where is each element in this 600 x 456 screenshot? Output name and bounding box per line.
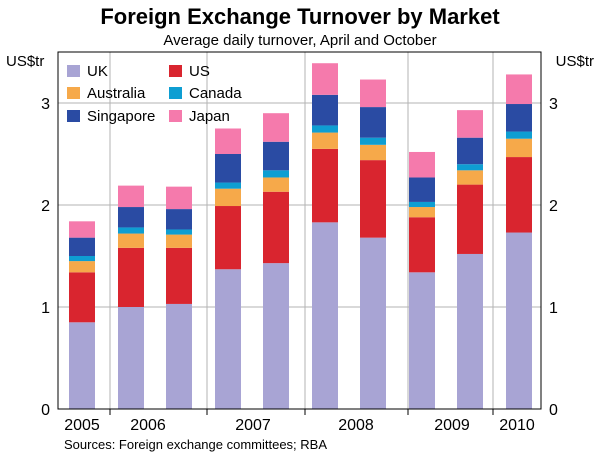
bar-uk-2007-04	[215, 269, 241, 409]
bar-australia-2008-04	[312, 132, 338, 149]
legend-swatch-canada	[169, 87, 182, 99]
bar-uk-2009-10	[457, 253, 483, 409]
legend-swatch-japan	[169, 110, 182, 122]
bar-us-2007-10	[263, 191, 289, 264]
bar-singapore-2006-10	[166, 209, 192, 230]
bar-canada-2009-10	[457, 164, 483, 171]
bars	[69, 63, 532, 409]
legend-label-us: US	[189, 63, 210, 80]
chart-subtitle: Average daily turnover, April and Octobe…	[163, 32, 436, 49]
y-tick-right-3: 3	[549, 96, 558, 113]
bar-uk-2007-10	[263, 263, 289, 409]
bar-japan-2005-10	[69, 221, 95, 238]
legend-label-japan: Japan	[189, 108, 230, 125]
axis-ticks: 0 0 1 1 2 2 3 3 2005 2006 2007 2008 2009 2010	[41, 96, 558, 434]
source-note: Sources: Foreign exchange committees; RB…	[64, 437, 327, 452]
bar-singapore-2006-04	[118, 207, 144, 228]
bar-uk-2008-10	[360, 237, 386, 409]
bar-us-2006-10	[166, 247, 192, 304]
bar-japan-2006-04	[118, 185, 144, 208]
bar-us-2008-04	[312, 148, 338, 223]
plot-border	[57, 51, 542, 410]
bar-singapore-2005-10	[69, 237, 95, 256]
bar-australia-2010-04	[506, 138, 532, 158]
y-tick-left-0: 0	[41, 402, 50, 419]
x-tick-label-2007: 2007	[235, 417, 271, 434]
bar-singapore-2007-04	[215, 154, 241, 183]
legend: UK US Australia Canada Singapore Japan	[67, 63, 242, 125]
x-tick-label-2006: 2006	[130, 417, 166, 434]
x-tick-label-2005: 2005	[64, 417, 100, 434]
bar-us-2008-10	[360, 160, 386, 238]
y-tick-right-2: 2	[549, 198, 558, 215]
bar-japan-2010-04	[506, 74, 532, 105]
bar-singapore-2007-10	[263, 141, 289, 171]
bar-uk-2010-04	[506, 232, 532, 409]
bar-uk-2009-04	[409, 272, 435, 409]
bar-japan-2008-04	[312, 63, 338, 95]
bar-uk-2008-04	[312, 222, 338, 409]
bar-singapore-2008-04	[312, 94, 338, 126]
bar-australia-2005-10	[69, 261, 95, 273]
x-tick-label-2009: 2009	[434, 417, 470, 434]
bar-japan-2007-04	[215, 128, 241, 154]
bar-singapore-2009-10	[457, 137, 483, 165]
legend-swatch-singapore	[67, 110, 80, 122]
bar-uk-2006-10	[166, 303, 192, 409]
bar-us-2010-04	[506, 157, 532, 233]
y-tick-left-3: 3	[41, 96, 50, 113]
bar-canada-2007-10	[263, 170, 289, 178]
bar-canada-2006-04	[118, 227, 144, 234]
bar-japan-2009-04	[409, 151, 435, 178]
bar-singapore-2008-10	[360, 107, 386, 138]
bar-us-2009-10	[457, 184, 483, 254]
bar-australia-2006-10	[166, 234, 192, 248]
legend-swatch-us	[169, 65, 182, 77]
y-tick-left-2: 2	[41, 198, 50, 215]
y-axis-unit-left: US$tr	[6, 53, 44, 70]
bar-us-2006-04	[118, 247, 144, 307]
bar-uk-2006-04	[118, 307, 144, 409]
legend-swatch-australia	[67, 87, 80, 99]
legend-label-singapore: Singapore	[87, 108, 155, 125]
bar-australia-2006-04	[118, 233, 144, 248]
y-tick-left-1: 1	[41, 300, 50, 317]
bar-japan-2008-10	[360, 79, 386, 108]
bar-us-2005-10	[69, 272, 95, 323]
bar-australia-2009-10	[457, 170, 483, 185]
bar-canada-2006-10	[166, 229, 192, 235]
bar-singapore-2010-04	[506, 104, 532, 132]
x-tick-label-2008: 2008	[338, 417, 374, 434]
legend-label-uk: UK	[87, 63, 108, 80]
bar-australia-2009-04	[409, 207, 435, 218]
bar-australia-2007-10	[263, 177, 289, 192]
bar-canada-2008-10	[360, 137, 386, 145]
bar-canada-2010-04	[506, 131, 532, 139]
plot-frame	[57, 51, 542, 410]
bar-canada-2009-04	[409, 201, 435, 208]
bar-australia-2007-04	[215, 188, 241, 207]
bar-japan-2009-10	[457, 110, 483, 138]
y-axis-unit-right: US$tr	[556, 53, 594, 70]
x-tick-label-2010: 2010	[499, 417, 535, 434]
y-tick-right-1: 1	[549, 300, 558, 317]
legend-label-australia: Australia	[87, 85, 146, 102]
bar-canada-2008-04	[312, 125, 338, 133]
bar-uk-2005-10	[69, 322, 95, 409]
chart-title: Foreign Exchange Turnover by Market	[100, 4, 500, 29]
bar-japan-2007-10	[263, 113, 289, 142]
legend-label-canada: Canada	[189, 85, 242, 102]
legend-swatch-uk	[67, 65, 80, 77]
bar-us-2009-04	[409, 217, 435, 273]
bar-canada-2005-10	[69, 256, 95, 262]
bar-canada-2007-04	[215, 182, 241, 189]
y-tick-right-0: 0	[549, 402, 558, 419]
bar-singapore-2009-04	[409, 177, 435, 202]
bar-australia-2008-10	[360, 144, 386, 161]
bar-us-2007-04	[215, 206, 241, 270]
bar-japan-2006-10	[166, 186, 192, 210]
